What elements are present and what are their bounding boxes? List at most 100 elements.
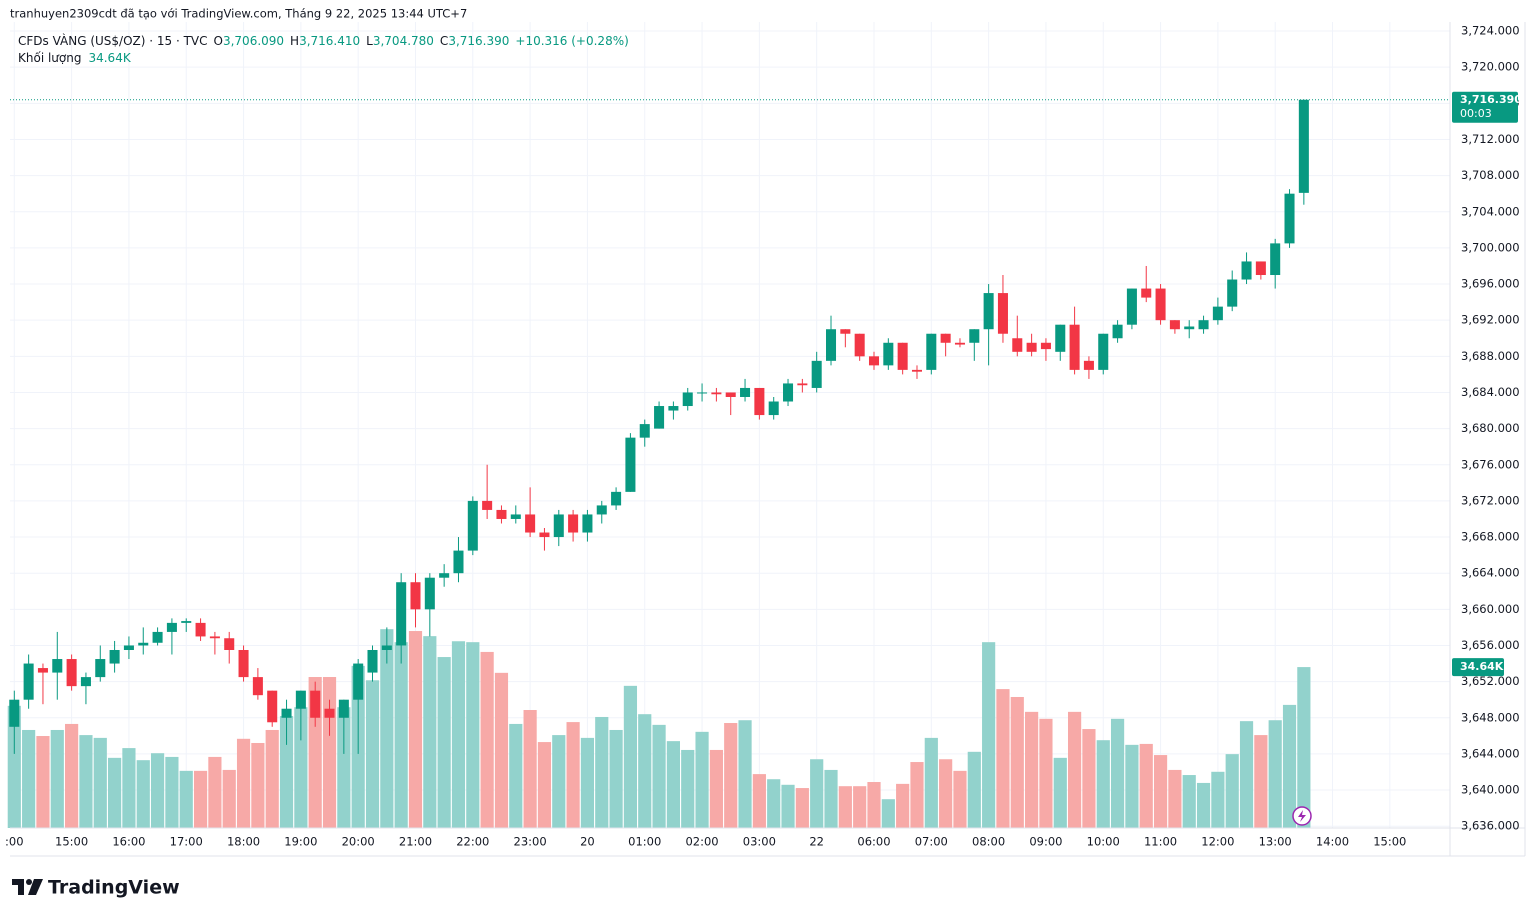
candle-body [954, 342, 965, 345]
c-label: C [440, 34, 448, 48]
volume-bar [294, 707, 308, 828]
volume-bar [1010, 696, 1024, 828]
volume-bar [1297, 667, 1311, 828]
y-tick-label: 3,676.000 [1461, 457, 1520, 471]
volume-bar [165, 756, 179, 828]
volume-bar [652, 724, 666, 828]
candle-body [797, 383, 808, 386]
volume-bar [580, 737, 595, 828]
volume-bar [179, 770, 193, 828]
candle-body [1026, 342, 1037, 352]
x-tick-label: 03:00 [743, 835, 776, 849]
y-tick-label: 3,648.000 [1461, 710, 1520, 724]
volume-bar [853, 786, 867, 828]
candle-body [983, 293, 994, 330]
volume-bar [1068, 711, 1082, 828]
candle-body [768, 401, 779, 416]
x-tick-label: 10:00 [1087, 835, 1120, 849]
volume-bar [337, 707, 351, 828]
y-tick-label: 3,684.000 [1461, 385, 1520, 399]
candle-body [1270, 243, 1281, 276]
candle-body [453, 550, 464, 574]
candle-body [926, 333, 937, 370]
x-tick-label: 14:00 [1316, 835, 1349, 849]
candle-body [711, 392, 722, 395]
volume-bar [1125, 744, 1139, 828]
volume-bar [1110, 718, 1125, 828]
volume-bar [1182, 775, 1196, 828]
volume-bar [466, 642, 480, 828]
o-value: 3,706.090 [223, 34, 284, 48]
candle-body [1227, 279, 1238, 307]
volume-bar [108, 757, 122, 828]
candle-body [396, 582, 407, 646]
candle-body [353, 663, 364, 700]
h-value: 3,716.410 [299, 34, 360, 48]
candle-layer [9, 99, 1309, 754]
volume-bar [509, 723, 523, 828]
candle-body [1212, 306, 1223, 321]
y-tick-label: 3,708.000 [1461, 168, 1520, 182]
volume-bar [380, 629, 394, 828]
volume-bar [838, 786, 852, 828]
volume-bar [738, 720, 752, 828]
y-tick-label: 3,652.000 [1461, 674, 1520, 688]
volume-bar [752, 774, 766, 828]
candle-body [1069, 324, 1080, 370]
volume-bar [1025, 711, 1039, 828]
volume-legend-label: Khối lượng [18, 51, 81, 65]
candle-body [1083, 360, 1094, 370]
volume-bar [394, 642, 408, 828]
candle-body [238, 649, 249, 678]
volume-bar [1254, 735, 1268, 828]
x-tick-label: 19:00 [284, 835, 317, 849]
volume-bar [867, 782, 881, 828]
candle-body [338, 699, 349, 718]
volume-bar [423, 636, 437, 828]
volume-bar [1082, 729, 1096, 828]
candle-body [582, 514, 593, 533]
candle-body [639, 424, 650, 438]
volume-bar [1168, 769, 1182, 828]
candle-body [181, 621, 192, 623]
x-tick-label: 20:00 [342, 835, 375, 849]
volume-bar [193, 770, 208, 828]
candle-body [940, 333, 951, 343]
y-tick-label: 3,660.000 [1461, 602, 1520, 616]
volume-bar [924, 737, 938, 828]
volume-bar [609, 729, 623, 828]
volume-bar [996, 689, 1010, 828]
y-tick-label: 3,656.000 [1461, 638, 1520, 652]
y-tick-label: 3,644.000 [1461, 746, 1520, 760]
volume-bar [939, 759, 953, 828]
last-price-tag [1452, 91, 1518, 123]
volume-bar [537, 742, 552, 828]
candle-body [868, 356, 880, 366]
volume-bar [824, 769, 838, 828]
volume-bar [566, 722, 580, 828]
candle-body [654, 406, 665, 429]
y-tick-label: 3,640.000 [1461, 783, 1520, 797]
volume-bar [480, 651, 494, 828]
volume-bar [150, 753, 165, 828]
x-tick-label: 12:00 [1201, 835, 1234, 849]
brand-logo [12, 879, 43, 895]
candle-body [1298, 99, 1309, 193]
x-tick-label: 06:00 [857, 835, 890, 849]
volume-bar [896, 783, 910, 828]
brand: TradingView [48, 877, 180, 899]
volume-bar [279, 716, 294, 828]
candle-body [1098, 333, 1109, 370]
candle-body [152, 631, 163, 643]
candle-body [381, 645, 392, 650]
candle-body [525, 514, 536, 533]
volume-bar [122, 748, 136, 828]
candle-body [611, 491, 622, 506]
candle-body [123, 645, 134, 650]
candle-body [1040, 342, 1051, 350]
candle-body [95, 659, 106, 678]
candle-body [267, 690, 278, 723]
candle-body [1198, 320, 1209, 330]
candle-body [811, 360, 822, 388]
